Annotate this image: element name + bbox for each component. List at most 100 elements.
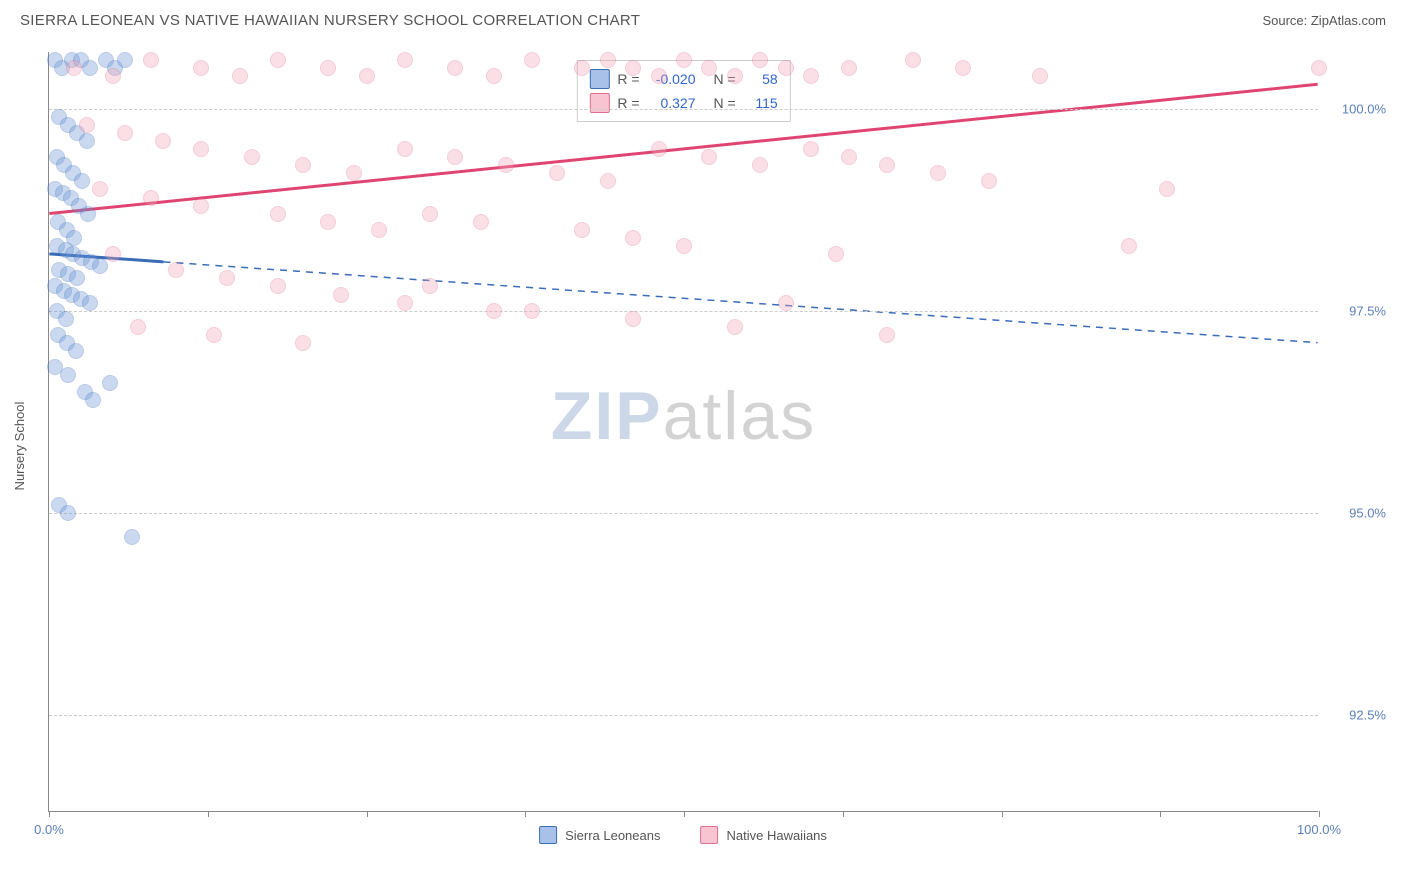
scatter-point [295, 335, 311, 351]
ytick-label: 100.0% [1342, 101, 1386, 116]
scatter-point [168, 262, 184, 278]
scatter-point [193, 60, 209, 76]
scatter-point [1311, 60, 1327, 76]
scatter-point [143, 190, 159, 206]
scatter-point [130, 319, 146, 335]
ytick-label: 95.0% [1349, 505, 1386, 520]
scatter-point [232, 68, 248, 84]
xtick [208, 811, 209, 817]
scatter-point [486, 68, 502, 84]
scatter-point [574, 60, 590, 76]
legend-swatch [539, 826, 557, 844]
stats-n-value: 58 [744, 71, 778, 87]
scatter-point [676, 238, 692, 254]
scatter-point [206, 327, 222, 343]
scatter-point [752, 157, 768, 173]
scatter-point [447, 60, 463, 76]
scatter-point [193, 141, 209, 157]
scatter-point [320, 60, 336, 76]
xtick [1160, 811, 1161, 817]
scatter-point [701, 149, 717, 165]
scatter-point [219, 270, 235, 286]
xtick-label: 100.0% [1297, 822, 1341, 837]
scatter-point [85, 392, 101, 408]
stats-legend-box: R =-0.020N =58R =0.327N =115 [576, 60, 790, 122]
legend-label: Sierra Leoneans [565, 828, 660, 843]
scatter-point [320, 214, 336, 230]
scatter-point [69, 270, 85, 286]
scatter-point [447, 149, 463, 165]
scatter-point [92, 258, 108, 274]
scatter-point [66, 60, 82, 76]
scatter-point [79, 133, 95, 149]
scatter-point [74, 173, 90, 189]
scatter-point [124, 529, 140, 545]
stats-row: R =0.327N =115 [589, 91, 777, 115]
scatter-point [778, 60, 794, 76]
gridline-h [49, 715, 1318, 716]
scatter-point [270, 52, 286, 68]
scatter-point [346, 165, 362, 181]
scatter-point [333, 287, 349, 303]
scatter-point [117, 52, 133, 68]
scatter-point [803, 68, 819, 84]
legend-label: Native Hawaiians [726, 828, 826, 843]
scatter-point [422, 206, 438, 222]
scatter-point [397, 295, 413, 311]
scatter-point [498, 157, 514, 173]
scatter-point [270, 278, 286, 294]
scatter-point [600, 173, 616, 189]
scatter-point [727, 319, 743, 335]
scatter-point [359, 68, 375, 84]
xtick [525, 811, 526, 817]
xtick [843, 811, 844, 817]
scatter-point [102, 375, 118, 391]
ytick-label: 97.5% [1349, 303, 1386, 318]
legend-swatch [700, 826, 718, 844]
scatter-point [60, 505, 76, 521]
gridline-h [49, 513, 1318, 514]
xtick [49, 811, 50, 817]
scatter-point [778, 295, 794, 311]
scatter-point [524, 303, 540, 319]
scatter-point [117, 125, 133, 141]
scatter-point [574, 222, 590, 238]
scatter-point [58, 311, 74, 327]
scatter-point [422, 278, 438, 294]
scatter-point [524, 52, 540, 68]
xtick [367, 811, 368, 817]
plot-area: ZIPatlas R =-0.020N =58R =0.327N =115 92… [48, 52, 1318, 812]
trend-lines [49, 52, 1318, 811]
scatter-point [193, 198, 209, 214]
scatter-point [841, 60, 857, 76]
scatter-point [397, 141, 413, 157]
scatter-point [270, 206, 286, 222]
scatter-point [727, 68, 743, 84]
gridline-h [49, 109, 1318, 110]
scatter-point [803, 141, 819, 157]
scatter-point [1159, 181, 1175, 197]
chart-source: Source: ZipAtlas.com [1262, 13, 1386, 28]
scatter-point [105, 246, 121, 262]
scatter-point [879, 327, 895, 343]
scatter-point [651, 141, 667, 157]
scatter-point [930, 165, 946, 181]
scatter-point [60, 367, 76, 383]
scatter-point [1032, 68, 1048, 84]
scatter-point [701, 60, 717, 76]
ytick-label: 92.5% [1349, 707, 1386, 722]
scatter-point [244, 149, 260, 165]
scatter-point [625, 60, 641, 76]
scatter-point [905, 52, 921, 68]
y-axis-label: Nursery School [12, 402, 27, 491]
scatter-point [92, 181, 108, 197]
scatter-point [955, 60, 971, 76]
scatter-point [549, 165, 565, 181]
scatter-point [651, 68, 667, 84]
scatter-point [68, 343, 84, 359]
scatter-point [752, 52, 768, 68]
scatter-point [397, 52, 413, 68]
xtick [1002, 811, 1003, 817]
scatter-point [600, 52, 616, 68]
xtick [684, 811, 685, 817]
